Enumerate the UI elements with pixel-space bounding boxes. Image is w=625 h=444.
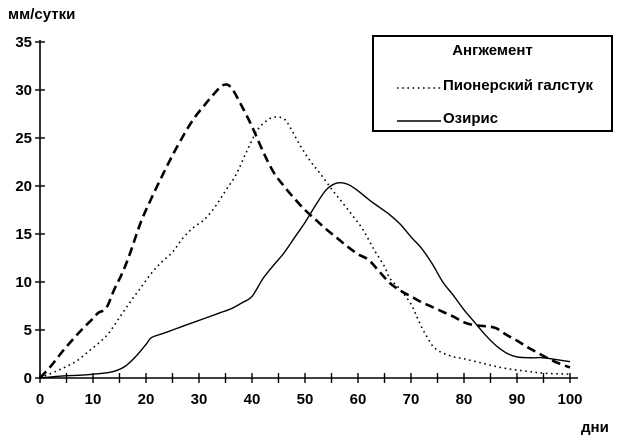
solid-line-swatch-icon bbox=[397, 120, 441, 122]
x-tick-label: 20 bbox=[138, 391, 155, 408]
y-tick-label: 25 bbox=[15, 130, 32, 147]
y-tick-label: 35 bbox=[15, 34, 32, 51]
legend-item-solid: Озирис bbox=[374, 110, 611, 130]
y-axis-unit-label: мм/сутки bbox=[8, 6, 76, 23]
legend-title: Ангжемент bbox=[452, 42, 533, 59]
x-tick-label: 60 bbox=[350, 391, 367, 408]
dotted-line-swatch-icon bbox=[397, 87, 441, 89]
series-line-solid bbox=[39, 181, 571, 379]
legend-item-dotted: Пионерский галстук bbox=[374, 77, 611, 97]
legend-item-label: Озирис bbox=[443, 110, 499, 127]
legend-item-label: Пионерский галстук bbox=[443, 77, 594, 94]
y-tick-label: 0 bbox=[24, 370, 32, 387]
x-tick-label: 100 bbox=[557, 391, 582, 408]
series-line-dotted bbox=[39, 116, 571, 379]
y-tick-label: 5 bbox=[24, 322, 32, 339]
y-tick-label: 30 bbox=[15, 82, 32, 99]
legend-box: Ангжемент Пионерский галстук Озирис bbox=[372, 35, 613, 132]
x-tick-label: 70 bbox=[403, 391, 420, 408]
y-tick-label: 20 bbox=[15, 178, 32, 195]
x-tick-label: 40 bbox=[244, 391, 261, 408]
x-tick-label: 50 bbox=[297, 391, 314, 408]
x-tick-label: 10 bbox=[85, 391, 102, 408]
x-tick-label: 30 bbox=[191, 391, 208, 408]
x-tick-label: 80 bbox=[456, 391, 473, 408]
y-tick-label: 15 bbox=[15, 226, 32, 243]
x-tick-label: 90 bbox=[509, 391, 526, 408]
x-tick-label: 0 bbox=[36, 391, 44, 408]
y-tick-label: 10 bbox=[15, 274, 32, 291]
x-axis-unit-label: дни bbox=[581, 419, 609, 436]
